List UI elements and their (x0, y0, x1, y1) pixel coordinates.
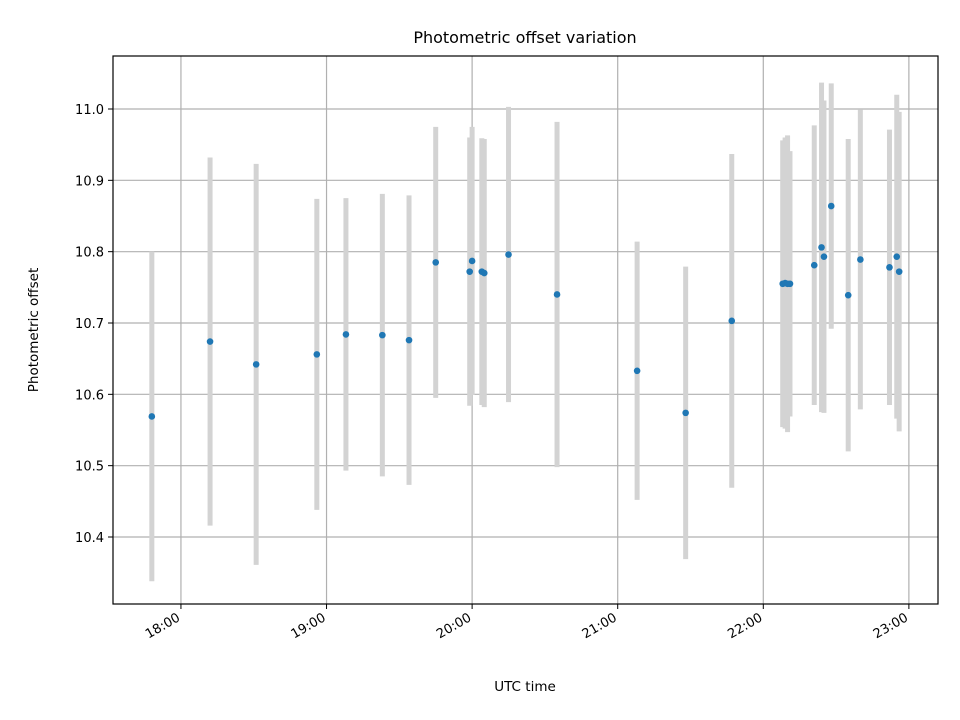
data-point (786, 280, 794, 288)
data-point (820, 253, 828, 260)
data-point (682, 409, 689, 417)
y-tick-label: 10.6 (75, 388, 104, 403)
data-point (857, 256, 864, 263)
data-point (480, 269, 488, 277)
data-point (206, 338, 214, 345)
data-point (313, 351, 321, 358)
y-axis-ticks: 10.4 10.5 10.6 10.7 10.8 10.9 11.0 (75, 103, 113, 546)
data-point (252, 361, 260, 368)
data-point (505, 251, 512, 258)
data-point (342, 331, 350, 338)
data-point (405, 336, 413, 344)
data-point (432, 259, 440, 266)
data-point (818, 244, 825, 251)
x-axis-label: UTC time (494, 679, 556, 695)
data-point (827, 202, 835, 210)
y-tick-label: 10.8 (75, 246, 104, 261)
data-point (895, 268, 903, 275)
y-tick-label: 10.9 (75, 174, 104, 189)
data-point (468, 257, 476, 265)
y-tick-label: 11.0 (75, 103, 104, 118)
data-point (379, 331, 386, 339)
chart-title: Photometric offset variation (413, 28, 636, 47)
data-point (633, 367, 641, 375)
data-point (886, 264, 893, 271)
data-point (893, 253, 901, 260)
y-tick-label: 10.5 (75, 460, 104, 475)
data-points (148, 202, 903, 420)
data-point (466, 268, 473, 275)
y-tick-label: 10.7 (75, 317, 104, 332)
y-tick-label: 10.4 (75, 531, 104, 546)
plot-frame (112, 55, 939, 605)
data-point (810, 261, 818, 269)
y-axis-label: Photometric offset (26, 268, 42, 392)
data-point (553, 291, 561, 298)
data-point (844, 291, 852, 299)
data-point (148, 413, 156, 420)
data-point (728, 317, 736, 325)
